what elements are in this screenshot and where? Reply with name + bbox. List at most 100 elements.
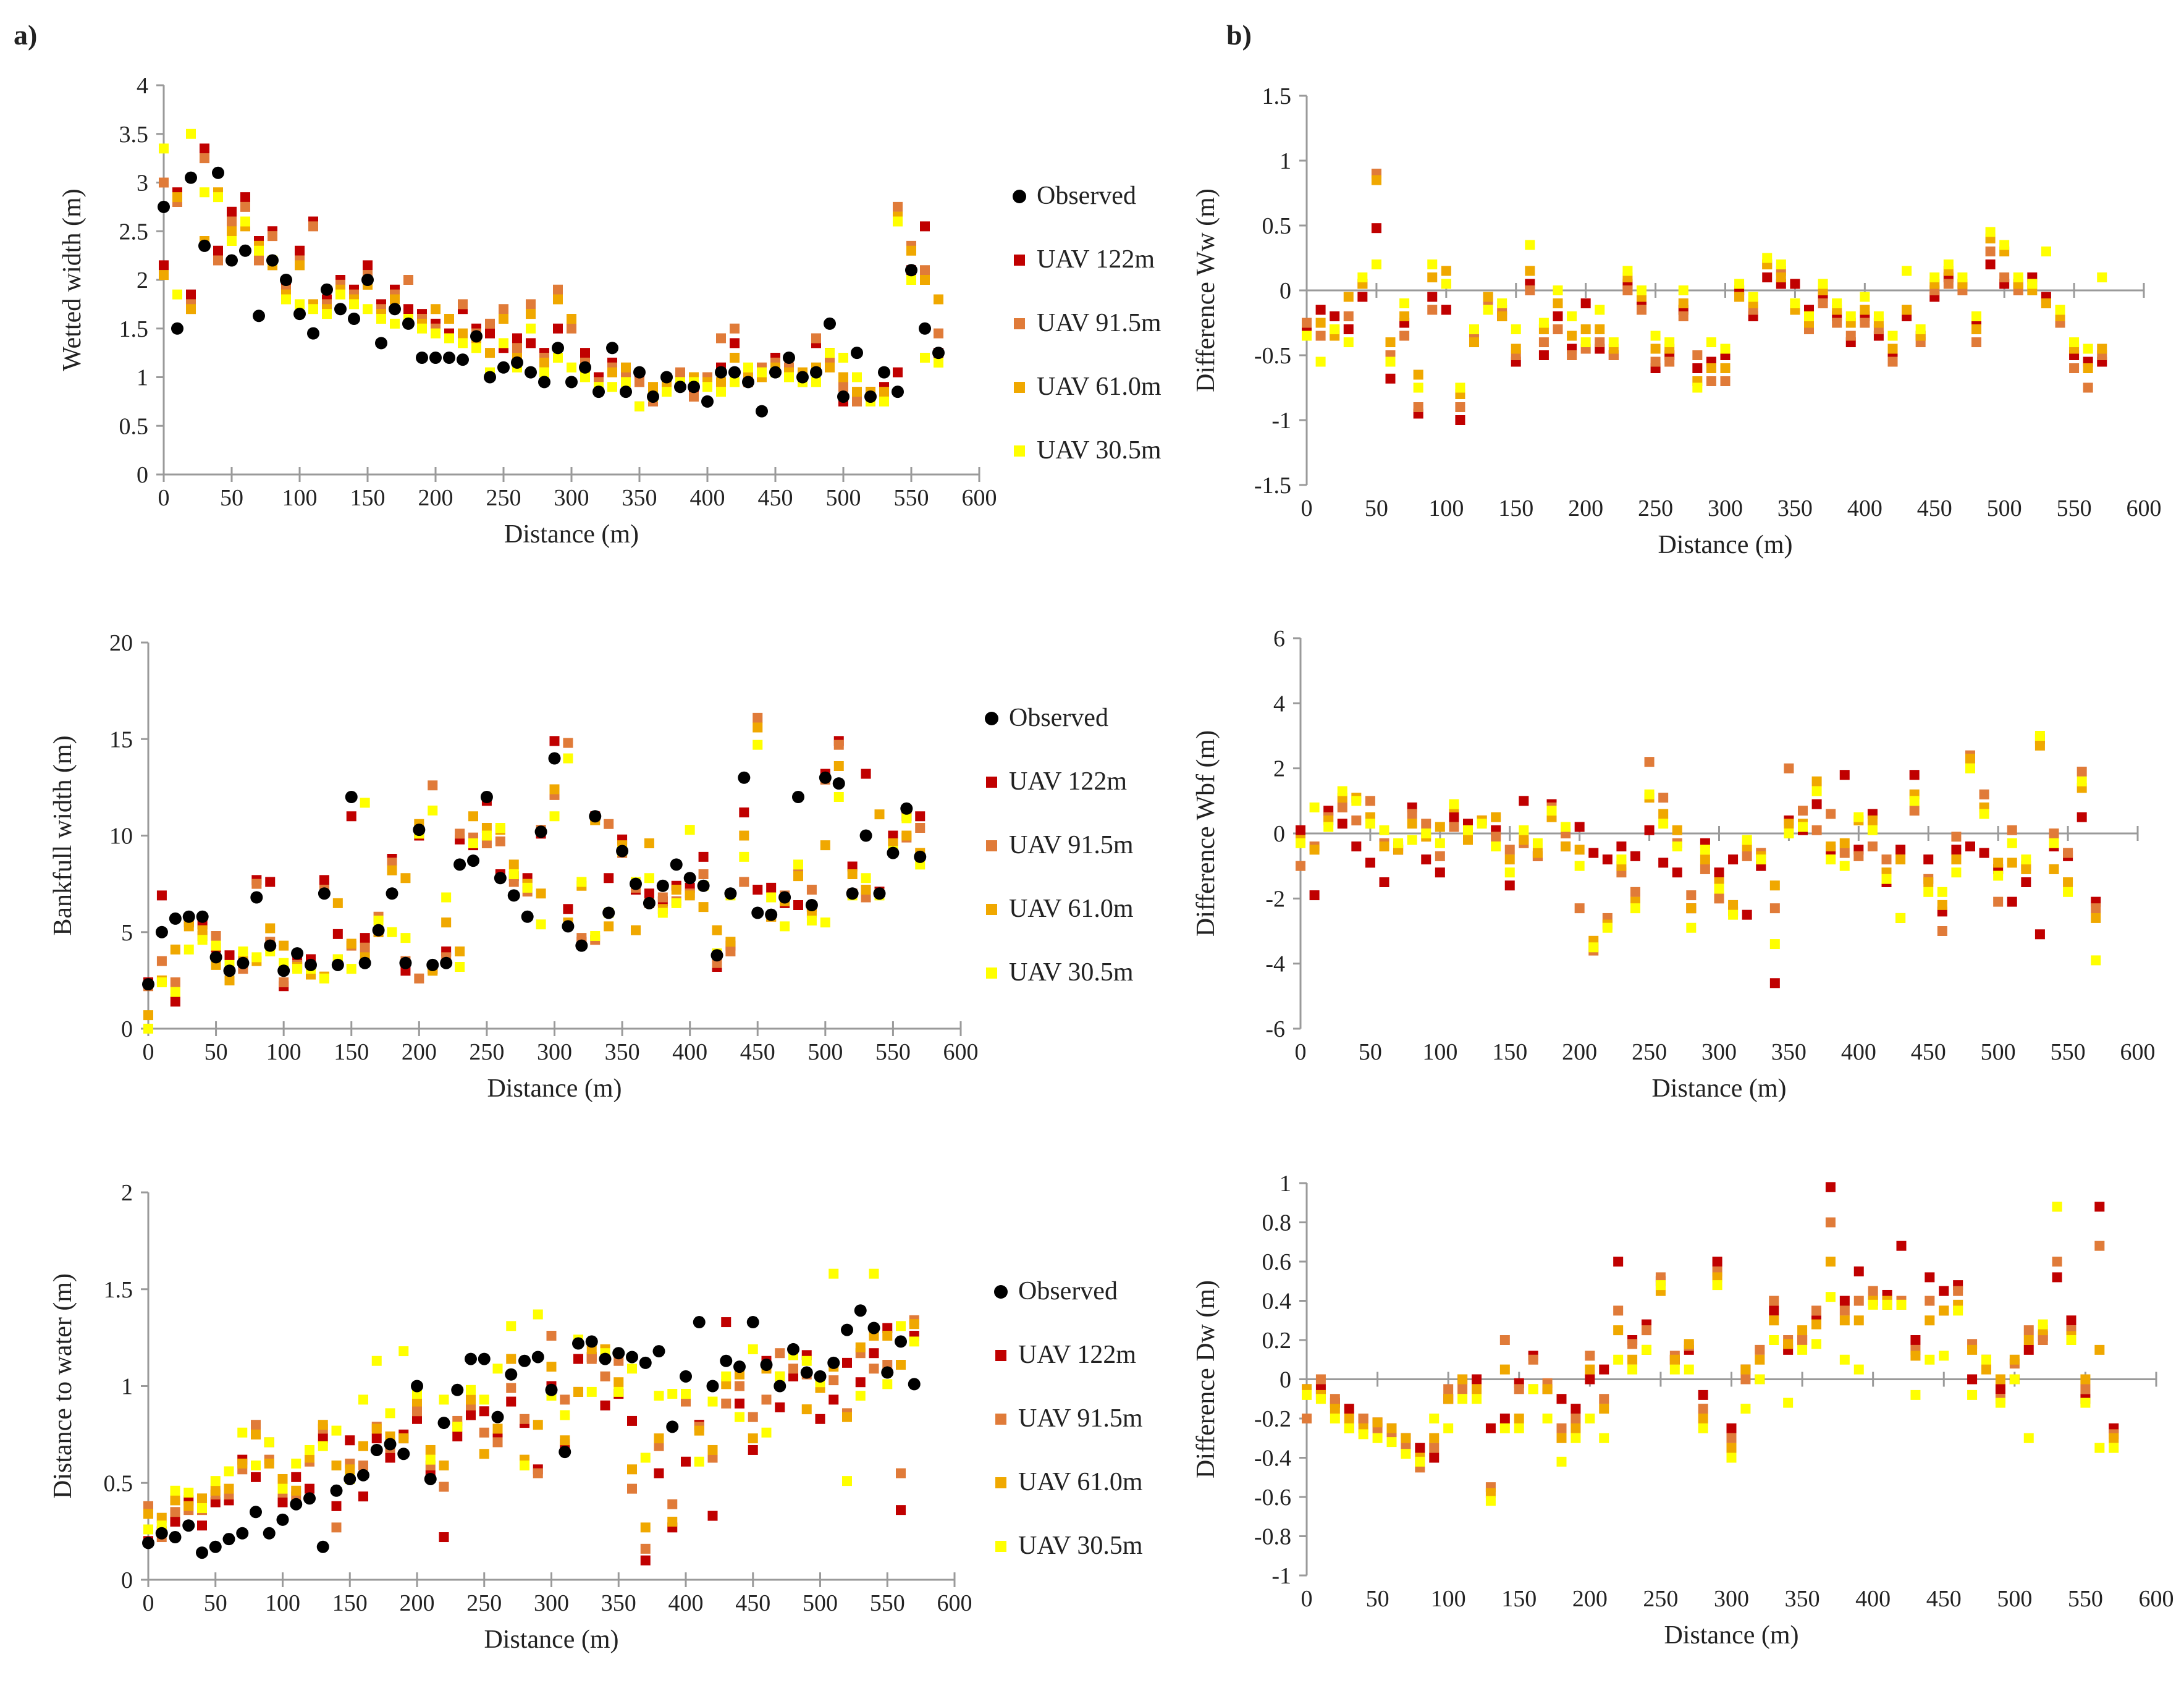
data-point [520, 1414, 529, 1424]
data-point [1415, 1456, 1425, 1467]
data-point [730, 353, 740, 363]
data-point [730, 377, 740, 387]
data-point [200, 143, 209, 154]
y-axis-title: Bankfull width (m) [49, 735, 77, 935]
data-point [1672, 825, 1682, 835]
data-point [1556, 1433, 1567, 1443]
data-point [533, 1420, 543, 1430]
y-axis-title: Wetted width (m) [58, 188, 86, 371]
data-point [1472, 1384, 1482, 1394]
data-point [1769, 978, 1780, 989]
data-point [1637, 285, 1646, 295]
x-tick-label: 0 [1301, 1586, 1313, 1612]
data-point [371, 1433, 382, 1444]
data-point-observed [237, 956, 250, 969]
data-point [1407, 835, 1417, 845]
data-point [1599, 1394, 1609, 1404]
data-point [417, 323, 427, 334]
data-point [1797, 1325, 1808, 1336]
data-point [707, 1396, 718, 1407]
data-point [1798, 822, 1808, 832]
data-point [319, 875, 329, 885]
data-point-observed [305, 958, 317, 971]
data-point-observed [867, 1322, 880, 1334]
data-point [838, 372, 848, 382]
data-point-observed [774, 1380, 786, 1393]
data-point [1351, 815, 1362, 825]
data-point [861, 892, 871, 903]
data-point [1881, 854, 1892, 865]
data-point-observed [639, 1356, 652, 1369]
data-point [1343, 292, 1354, 302]
data-point [1499, 1364, 1510, 1375]
data-point-observed [399, 956, 412, 969]
data-point [305, 1483, 314, 1494]
x-tick-label: 550 [2068, 1586, 2103, 1612]
data-point [1602, 854, 1613, 865]
data-point [1538, 337, 1549, 347]
data-point [753, 722, 763, 733]
data-point-observed [182, 910, 195, 923]
y-tick-label: 10 [109, 824, 133, 850]
data-point [1302, 1414, 1312, 1423]
data-point [183, 921, 194, 932]
data-point [2066, 1315, 2076, 1326]
x-tick-label: 150 [1498, 495, 1533, 521]
data-point [358, 1394, 368, 1405]
data-point [254, 255, 264, 266]
data-point-observed [465, 1352, 477, 1365]
data-point [1344, 1404, 1354, 1414]
data-point [788, 1371, 798, 1381]
data-point [833, 740, 844, 750]
data-point [1712, 1257, 1722, 1267]
y-tick-label: -2 [1265, 886, 1285, 912]
data-point [172, 289, 182, 300]
data-point [1443, 1384, 1454, 1394]
data-point [882, 1379, 893, 1389]
data-point [1385, 337, 1396, 347]
data-point [1519, 825, 1529, 835]
data-point [481, 838, 492, 848]
data-point [240, 201, 250, 212]
series-uav-122m [143, 1317, 919, 1566]
data-point-observed [710, 949, 723, 962]
data-point [1455, 402, 1465, 412]
series-observed [142, 752, 927, 991]
data-point [1784, 819, 1794, 829]
data-point-observed [534, 825, 547, 838]
data-point [2109, 1443, 2119, 1453]
data-point [1365, 858, 1375, 868]
data-point [1783, 1339, 1794, 1349]
data-point [224, 1466, 234, 1477]
data-point [621, 377, 631, 387]
data-point [1853, 1266, 1864, 1276]
data-point [1698, 1404, 1708, 1414]
data-point [1630, 851, 1640, 861]
data-point [793, 859, 803, 870]
data-point [2007, 896, 2017, 907]
data-point-observed [223, 964, 236, 977]
data-point-observed [738, 771, 751, 784]
data-point [183, 944, 194, 955]
data-point [1839, 838, 1850, 848]
data-point [1825, 1292, 1836, 1302]
chart-dww: 0 50 100 150 200 250 300 350 400 450 500 550 600 -1.5… [1192, 83, 2162, 559]
data-point [1669, 1364, 1680, 1375]
legend-item: UAV 122m [995, 1341, 1136, 1369]
data-point [143, 1524, 153, 1535]
data-point [1985, 259, 1996, 269]
data-point [1678, 311, 1689, 321]
data-point-observed [837, 390, 850, 403]
data-point [1686, 890, 1697, 901]
data-point [1385, 356, 1396, 367]
data-point-observed [266, 254, 279, 267]
data-point [227, 236, 237, 246]
data-point [685, 890, 695, 901]
data-point-observed [620, 386, 632, 398]
data-point [1762, 272, 1773, 282]
data-point [425, 1454, 436, 1465]
data-point-observed [361, 274, 374, 286]
x-axis-title: Distance (m) [1664, 1621, 1798, 1650]
data-point [613, 1386, 624, 1397]
data-point [1979, 809, 1989, 819]
